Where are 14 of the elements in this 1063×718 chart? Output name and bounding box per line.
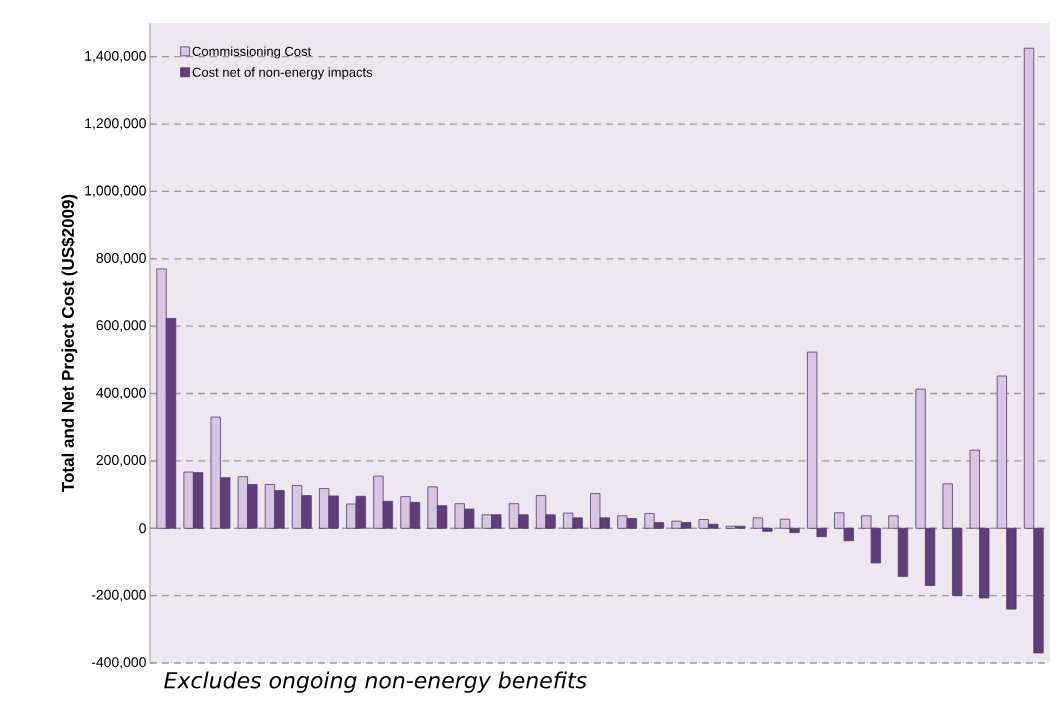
y-tick-label: 600,000 <box>96 320 146 332</box>
legend-label: Commissioning Cost <box>192 46 312 59</box>
y-tick-label: 0 <box>139 523 146 534</box>
y-tick-label: 1,400,000 <box>85 50 146 63</box>
y-tick-label: 1,200,000 <box>85 118 146 130</box>
y-tick-label: 800,000 <box>96 252 146 265</box>
y-tick-label: -400,000 <box>91 657 146 669</box>
y-tick-label: 200,000 <box>96 455 146 467</box>
legend-label: Cost net of non-energy impacts <box>192 67 373 80</box>
y-tick-label: 400,000 <box>96 387 146 400</box>
y-tick-label: 1,000,000 <box>85 185 146 198</box>
y-tick-label: -200,000 <box>91 589 146 602</box>
y-axis-title: Total and Net Project Cost (US$2009) <box>61 194 78 492</box>
text: Excludes ongoing non-energy benefits <box>164 671 587 693</box>
